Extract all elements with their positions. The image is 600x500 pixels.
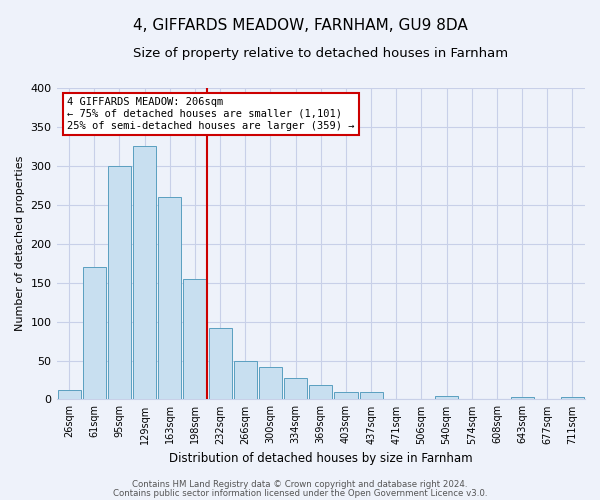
Text: Contains public sector information licensed under the Open Government Licence v3: Contains public sector information licen… bbox=[113, 488, 487, 498]
Bar bbox=[108, 166, 131, 400]
Bar bbox=[309, 386, 332, 400]
Bar bbox=[359, 392, 383, 400]
Bar bbox=[209, 328, 232, 400]
Bar bbox=[133, 146, 156, 400]
Y-axis label: Number of detached properties: Number of detached properties bbox=[15, 156, 25, 332]
Title: Size of property relative to detached houses in Farnham: Size of property relative to detached ho… bbox=[133, 48, 508, 60]
Bar bbox=[83, 267, 106, 400]
Bar bbox=[435, 396, 458, 400]
Bar bbox=[511, 397, 533, 400]
Bar bbox=[561, 397, 584, 400]
Bar bbox=[259, 366, 282, 400]
Bar bbox=[234, 360, 257, 400]
Bar bbox=[58, 390, 80, 400]
Text: 4 GIFFARDS MEADOW: 206sqm
← 75% of detached houses are smaller (1,101)
25% of se: 4 GIFFARDS MEADOW: 206sqm ← 75% of detac… bbox=[67, 98, 355, 130]
Text: Contains HM Land Registry data © Crown copyright and database right 2024.: Contains HM Land Registry data © Crown c… bbox=[132, 480, 468, 489]
Bar bbox=[158, 197, 181, 400]
X-axis label: Distribution of detached houses by size in Farnham: Distribution of detached houses by size … bbox=[169, 452, 473, 465]
Text: 4, GIFFARDS MEADOW, FARNHAM, GU9 8DA: 4, GIFFARDS MEADOW, FARNHAM, GU9 8DA bbox=[133, 18, 467, 32]
Bar bbox=[184, 279, 206, 400]
Bar bbox=[284, 378, 307, 400]
Bar bbox=[334, 392, 358, 400]
